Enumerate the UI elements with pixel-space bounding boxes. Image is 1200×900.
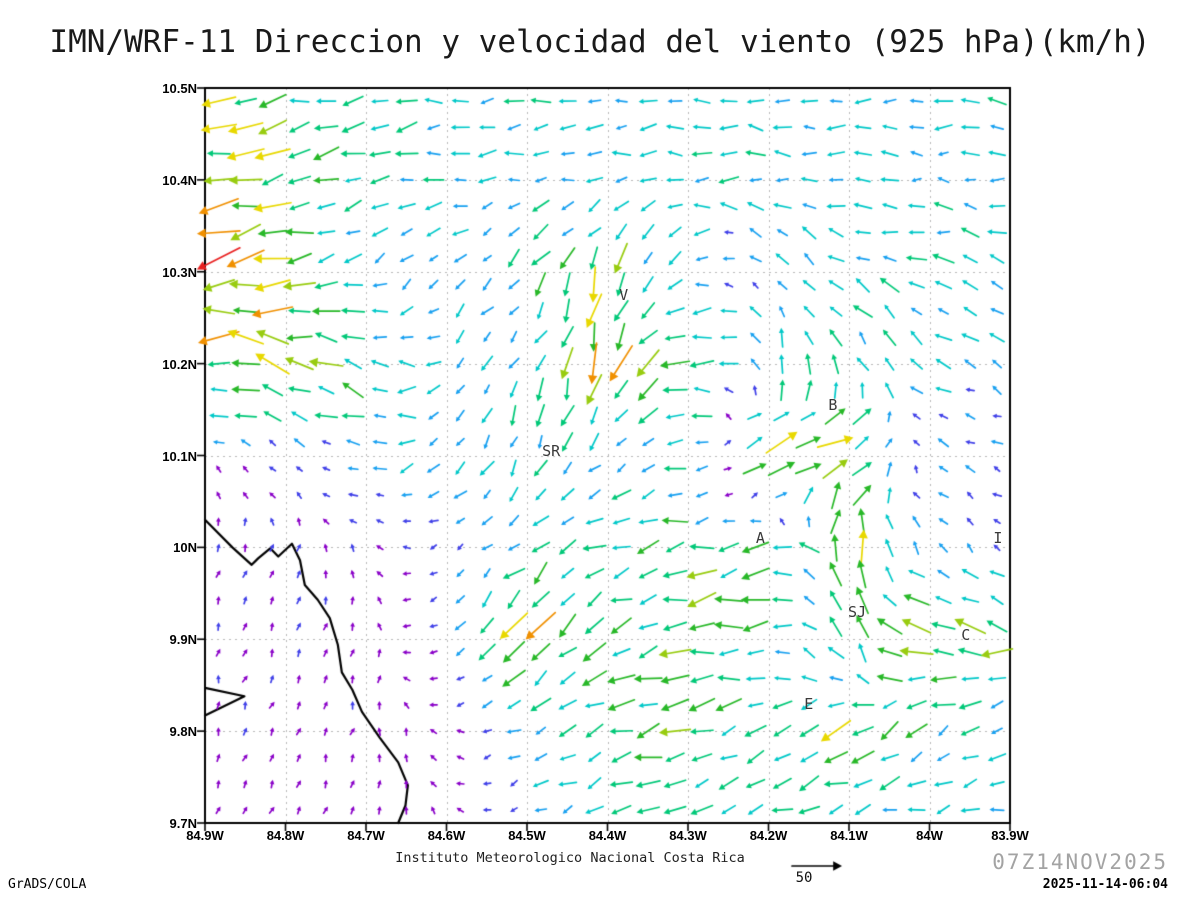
lon-tick-label: 84W	[916, 828, 943, 843]
run-timestamp: 07Z14NOV2025	[992, 850, 1168, 874]
station-label: A	[755, 529, 765, 548]
lat-tick-label: 10.4N	[162, 172, 197, 188]
lon-tick-label: 84.3W	[669, 828, 707, 843]
caption: Instituto Meteorologico Nacional Costa R…	[395, 850, 745, 866]
lon-tick-label: 84.8W	[266, 828, 305, 843]
station-label: SJ	[848, 602, 867, 621]
station-label: B	[828, 395, 838, 414]
lat-tick-label: 10.5N	[162, 81, 197, 96]
lon-tick-label: 84.1W	[830, 828, 868, 843]
lat-tick-label: 10.1N	[162, 448, 197, 464]
station-label: C	[961, 625, 971, 644]
station-label: SR	[542, 441, 561, 460]
lon-tick-label: 84.5W	[508, 828, 546, 843]
lat-tick-label: 10.2N	[162, 356, 197, 372]
lat-tick-label: 10N	[173, 540, 197, 556]
lat-tick-label: 9.9N	[169, 632, 197, 648]
grads-credit: GrADS/COLA	[8, 877, 87, 892]
lon-tick-label: 84.6W	[427, 828, 466, 843]
lon-tick-label: 84.7W	[347, 828, 385, 843]
lat-tick-label: 9.8N	[169, 724, 197, 740]
lat-tick-label: 9.7N	[169, 816, 197, 831]
station-label: E	[804, 694, 814, 713]
lon-tick-label: 84.9W	[186, 828, 224, 843]
lon-tick-label: 83.9W	[991, 828, 1029, 843]
reference-arrow-label: 50	[795, 870, 813, 886]
lon-tick-label: 84.2W	[749, 828, 788, 843]
lat-tick-label: 10.3N	[162, 264, 197, 280]
valid-timestamp: 2025-11-14-06:04	[1042, 877, 1168, 892]
station-label: V	[619, 285, 629, 304]
lon-tick-label: 84.4W	[588, 828, 627, 843]
station-label: I	[993, 529, 1003, 548]
